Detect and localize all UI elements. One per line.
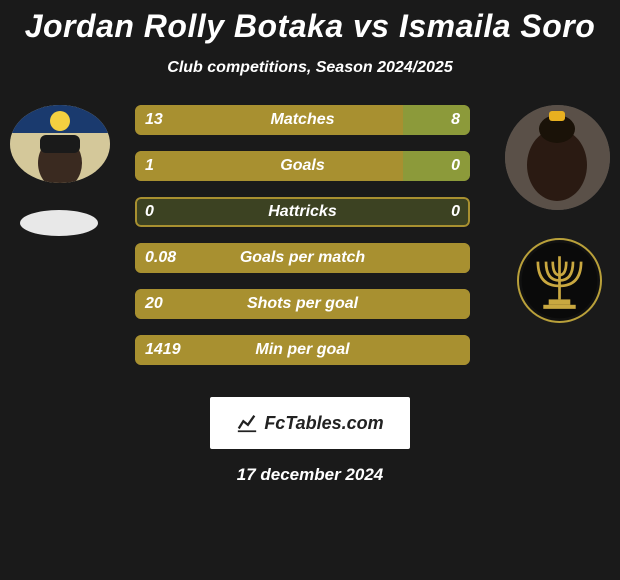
stat-row: 0.08Goals per match <box>135 243 470 273</box>
stat-row: 13Matches8 <box>135 105 470 135</box>
club-left-logo <box>20 210 98 236</box>
chart-icon <box>236 412 258 434</box>
player-right-avatar <box>505 105 610 210</box>
stat-value-right: 0 <box>451 197 460 227</box>
stats-bars: 13Matches81Goals00Hattricks00.08Goals pe… <box>135 105 470 381</box>
stat-row: 0Hattricks0 <box>135 197 470 227</box>
page-title: Jordan Rolly Botaka vs Ismaila Soro <box>0 0 620 45</box>
stat-label: Shots per goal <box>135 289 470 319</box>
comparison-area: 13Matches81Goals00Hattricks00.08Goals pe… <box>0 105 620 385</box>
brand-badge[interactable]: FcTables.com <box>210 397 410 449</box>
stat-value-right: 0 <box>451 151 460 181</box>
stat-row: 1Goals0 <box>135 151 470 181</box>
player-left-avatar <box>10 105 110 183</box>
stat-label: Goals per match <box>135 243 470 273</box>
club-right-logo <box>517 238 602 323</box>
brand-text: FcTables.com <box>264 413 383 434</box>
stat-row: 1419Min per goal <box>135 335 470 365</box>
date-text: 17 december 2024 <box>0 465 620 485</box>
stat-label: Min per goal <box>135 335 470 365</box>
stat-label: Goals <box>135 151 470 181</box>
stat-label: Hattricks <box>135 197 470 227</box>
stat-value-right: 8 <box>451 105 460 135</box>
subtitle: Club competitions, Season 2024/2025 <box>0 59 620 77</box>
stat-row: 20Shots per goal <box>135 289 470 319</box>
stat-label: Matches <box>135 105 470 135</box>
